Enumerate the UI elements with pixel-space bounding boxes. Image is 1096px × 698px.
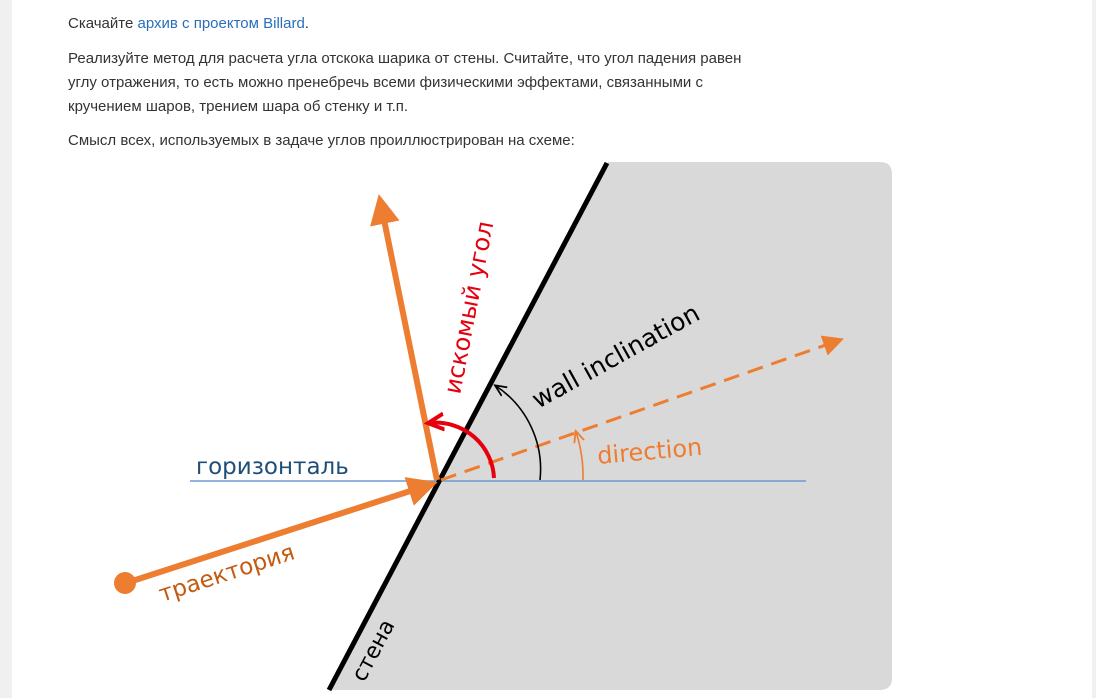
project-archive-link[interactable]: архив с проектом Billard xyxy=(137,15,305,32)
wall-line xyxy=(326,161,610,692)
ball-start-point xyxy=(114,572,136,594)
trajectory-arrow xyxy=(125,477,438,586)
intro-suffix: . xyxy=(304,15,309,32)
task-line-1: Реализуйте метод для расчета угла отскок… xyxy=(68,50,742,67)
direction-angle-arc xyxy=(576,432,583,481)
task-line-3: кручением шаров, трением шара об стенку … xyxy=(68,98,409,115)
intro-prefix: Скачайте xyxy=(68,15,138,32)
wall-side-region xyxy=(330,162,892,690)
wall-inclination-arc xyxy=(496,386,542,481)
sought-angle-label: искомый угол xyxy=(438,219,499,396)
horizontal-label: горизонталь xyxy=(196,454,349,480)
direction-dashed-arrow xyxy=(440,335,844,482)
intro-paragraph: Скачайте архив с проектом Billard. xyxy=(68,12,828,36)
explain-paragraph: Смысл всех, используемых в задаче углов … xyxy=(68,132,575,149)
reflected-arrow xyxy=(370,194,440,481)
task-line-2: углу отражения, то есть можно пренебречь… xyxy=(68,74,703,91)
sought-angle-arc xyxy=(430,423,496,479)
task-paragraph: Реализуйте метод для расчета угла отскок… xyxy=(68,47,828,119)
